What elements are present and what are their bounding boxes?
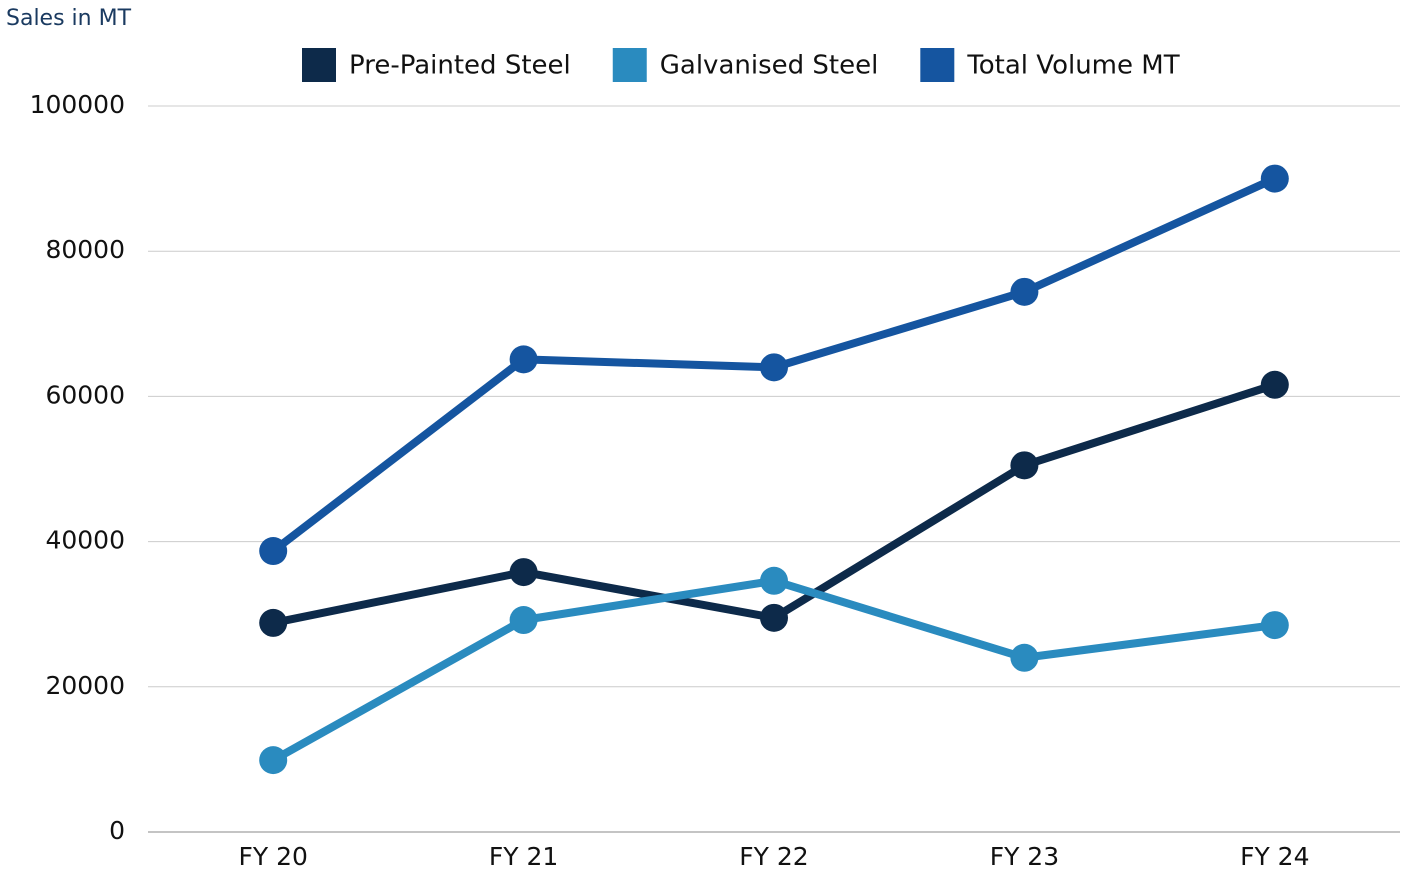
x-tick-label: FY 20 (238, 842, 307, 871)
x-tick-label: FY 23 (990, 842, 1059, 871)
data-point (1010, 451, 1039, 480)
data-point (509, 345, 538, 374)
legend-label: Pre-Painted Steel (349, 51, 571, 81)
data-point (259, 746, 288, 775)
legend-swatch (612, 48, 647, 82)
x-tick-label: FY 24 (1240, 842, 1309, 871)
y-tick-label: 20000 (45, 671, 125, 700)
y-axis-label: Sales in MT (6, 6, 132, 31)
data-point (1260, 611, 1289, 640)
legend-swatch (920, 48, 955, 82)
y-tick-label: 0 (109, 816, 125, 845)
data-point (509, 558, 538, 587)
data-point (1010, 643, 1039, 672)
data-point (259, 537, 288, 566)
data-point (760, 603, 788, 632)
x-tick-label: FY 22 (739, 842, 808, 871)
data-point (1260, 164, 1289, 193)
data-point (760, 566, 788, 595)
y-tick-label: 40000 (45, 526, 125, 555)
data-point (1260, 370, 1289, 399)
x-tick-label: FY 21 (489, 842, 558, 871)
legend-swatch (302, 48, 336, 82)
data-point (1010, 277, 1039, 306)
legend-label: Galvanised Steel (660, 51, 879, 81)
data-point (760, 353, 788, 382)
data-point (259, 608, 288, 637)
legend-label: Total Volume MT (966, 51, 1179, 81)
y-tick-label: 100000 (30, 90, 125, 119)
y-tick-label: 80000 (45, 235, 125, 264)
data-point (509, 606, 538, 635)
y-tick-label: 60000 (45, 380, 125, 409)
